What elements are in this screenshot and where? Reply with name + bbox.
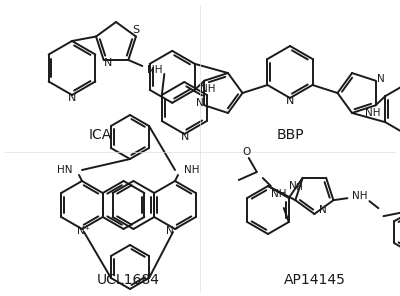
Text: AP14145: AP14145 bbox=[284, 273, 346, 287]
Text: N: N bbox=[289, 181, 296, 191]
Text: NH: NH bbox=[352, 191, 367, 201]
Text: N: N bbox=[377, 74, 384, 84]
Text: S: S bbox=[132, 25, 140, 35]
Text: NH: NH bbox=[365, 108, 380, 118]
Text: NH: NH bbox=[200, 84, 215, 94]
Text: H: H bbox=[295, 183, 302, 192]
Text: BBP: BBP bbox=[276, 128, 304, 142]
Text: N: N bbox=[104, 58, 112, 68]
Text: NH: NH bbox=[146, 65, 162, 75]
Text: ICA: ICA bbox=[88, 128, 112, 142]
Text: O: O bbox=[243, 147, 251, 157]
Text: N⁺: N⁺ bbox=[166, 226, 180, 236]
Text: N: N bbox=[181, 132, 190, 142]
Text: N: N bbox=[286, 96, 294, 106]
Text: UCL1684: UCL1684 bbox=[96, 273, 160, 287]
Text: NH: NH bbox=[184, 165, 200, 175]
Text: N: N bbox=[68, 93, 76, 103]
Text: N: N bbox=[196, 98, 203, 108]
Text: N⁺: N⁺ bbox=[77, 226, 91, 236]
Text: HN: HN bbox=[58, 165, 73, 175]
Text: N: N bbox=[319, 205, 327, 215]
Text: NH: NH bbox=[271, 189, 286, 199]
